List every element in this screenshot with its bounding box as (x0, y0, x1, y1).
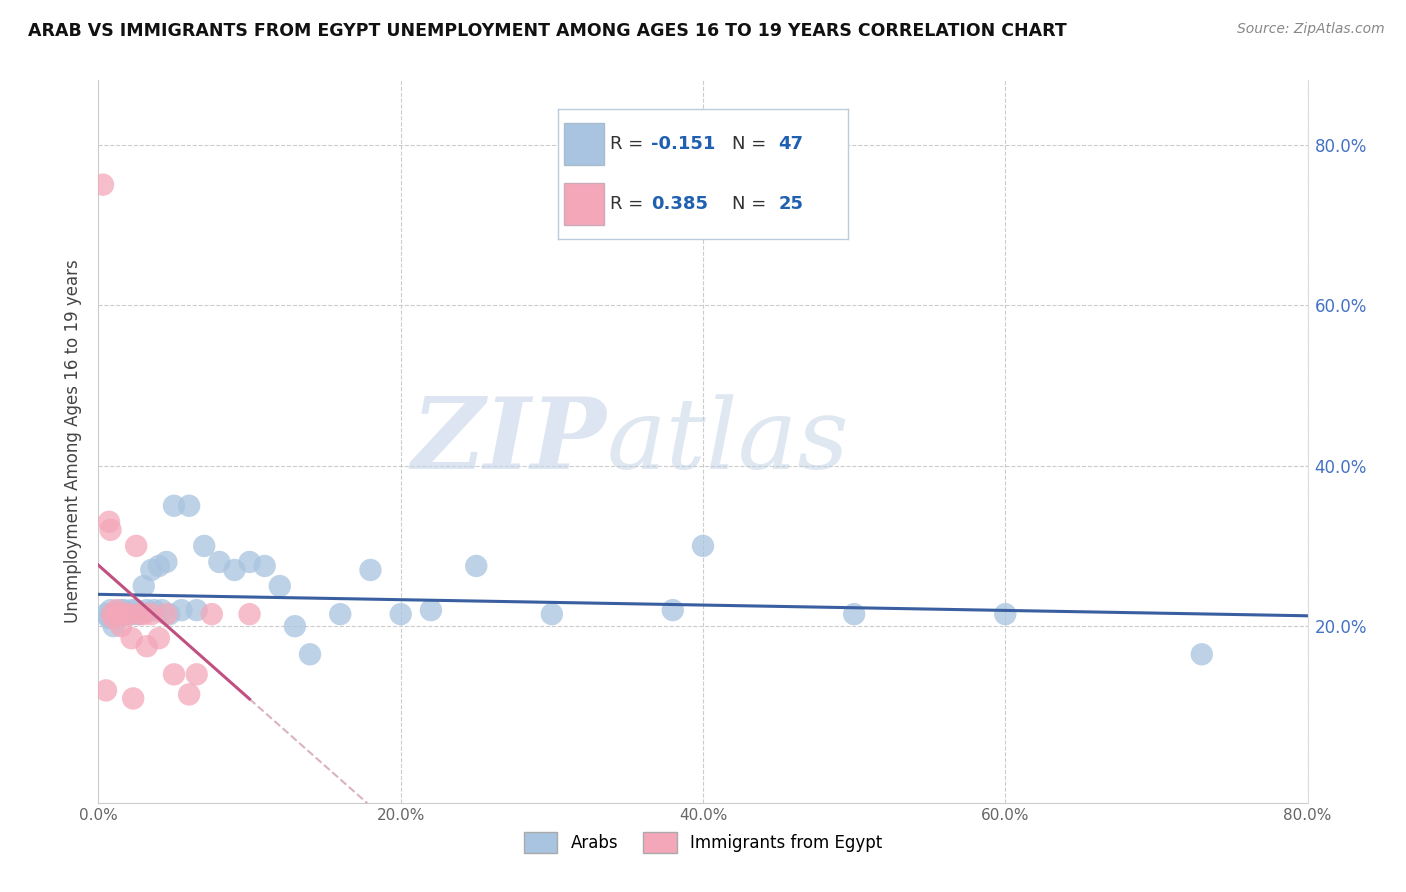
Point (155, 607, 177, 621)
Point (148, 632, 170, 646)
Point (101, 607, 124, 621)
Point (170, 603, 193, 617)
Point (105, 603, 128, 617)
Point (125, 603, 148, 617)
Point (269, 579, 291, 593)
Point (239, 555, 262, 569)
Point (122, 691, 145, 706)
Point (150, 603, 173, 617)
Legend: Arabs, Immigrants from Egypt: Arabs, Immigrants from Egypt (517, 826, 889, 860)
Point (132, 607, 155, 621)
Point (253, 558, 276, 573)
Point (465, 558, 488, 573)
Point (103, 619, 125, 633)
Point (148, 558, 170, 573)
Point (163, 499, 186, 513)
Point (389, 607, 412, 621)
Point (122, 607, 145, 621)
Point (121, 632, 143, 646)
Point (994, 607, 1017, 621)
Point (193, 539, 215, 553)
Point (118, 607, 141, 621)
Point (155, 555, 177, 569)
Point (110, 619, 132, 633)
Point (98, 515, 121, 529)
Text: ARAB VS IMMIGRANTS FROM EGYPT UNEMPLOYMENT AMONG AGES 16 TO 19 YEARS CORRELATION: ARAB VS IMMIGRANTS FROM EGYPT UNEMPLOYME… (28, 22, 1067, 40)
Point (186, 667, 208, 681)
Point (360, 563, 382, 577)
Point (143, 603, 166, 617)
Point (239, 607, 262, 621)
Point (94, 683, 117, 698)
Point (179, 499, 201, 513)
Point (91, 178, 114, 192)
Point (98, 611, 121, 625)
Point (110, 603, 132, 617)
Point (284, 619, 307, 633)
Point (118, 607, 141, 621)
Point (107, 607, 129, 621)
Point (661, 603, 683, 617)
Text: atlas: atlas (606, 394, 849, 489)
Point (208, 555, 231, 569)
Point (299, 648, 322, 662)
Point (224, 563, 246, 577)
Point (540, 607, 562, 621)
Point (135, 639, 157, 653)
Point (110, 607, 132, 621)
Point (125, 539, 148, 553)
Point (100, 523, 122, 537)
Point (101, 607, 124, 621)
Point (141, 607, 163, 621)
Point (141, 563, 163, 577)
Point (692, 539, 714, 553)
Text: Source: ZipAtlas.com: Source: ZipAtlas.com (1237, 22, 1385, 37)
Point (103, 611, 125, 625)
Point (420, 603, 443, 617)
Point (94, 607, 117, 621)
Y-axis label: Unemployment Among Ages 16 to 19 years: Unemployment Among Ages 16 to 19 years (65, 260, 83, 624)
Point (128, 607, 150, 621)
Point (107, 607, 129, 621)
Point (105, 607, 128, 621)
Point (201, 607, 224, 621)
Point (100, 603, 122, 617)
Point (114, 607, 136, 621)
Point (132, 579, 155, 593)
Point (112, 603, 135, 617)
Text: ZIP: ZIP (412, 393, 606, 490)
Point (163, 667, 186, 681)
Point (135, 603, 157, 617)
Point (121, 603, 143, 617)
Point (186, 603, 208, 617)
Point (329, 607, 352, 621)
Point (179, 687, 201, 701)
Point (128, 607, 150, 621)
Point (844, 607, 866, 621)
Point (159, 607, 181, 621)
Point (114, 607, 136, 621)
Point (1191, 648, 1213, 662)
